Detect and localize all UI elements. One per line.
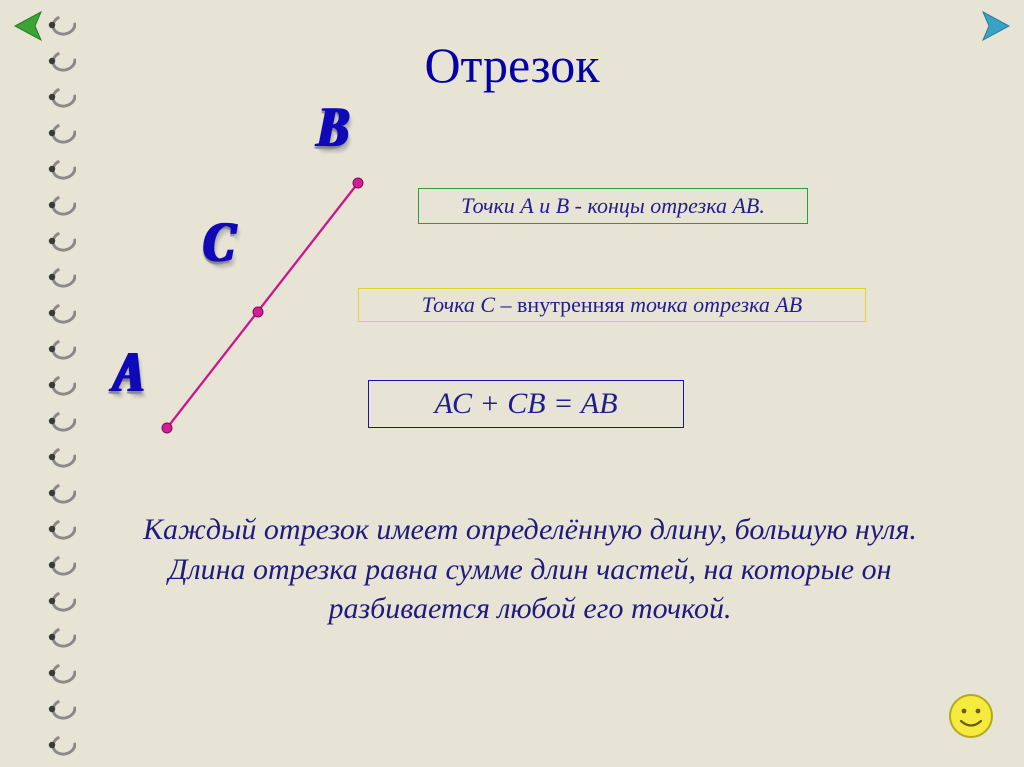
box2-post: точка отрезка АВ bbox=[625, 292, 803, 317]
spiral-ring bbox=[48, 158, 76, 180]
spiral-ring bbox=[48, 374, 76, 396]
segment-line bbox=[167, 183, 358, 428]
label-a: A bbox=[110, 338, 144, 404]
box2-mid: внутренняя bbox=[517, 292, 625, 317]
point-b bbox=[353, 178, 363, 188]
spiral-ring bbox=[48, 122, 76, 144]
slide-title: Отрезок bbox=[0, 36, 1024, 94]
box-endpoints: Точки А и В - концы отрезка АВ. bbox=[418, 188, 808, 224]
spiral-ring bbox=[48, 14, 76, 36]
point-a bbox=[162, 423, 172, 433]
spiral-ring bbox=[48, 194, 76, 216]
segment-diagram: B C A bbox=[140, 120, 400, 440]
spiral-ring bbox=[48, 554, 76, 576]
spiral-binding bbox=[48, 14, 76, 756]
spiral-ring bbox=[48, 446, 76, 468]
axiom-text: Каждый отрезок имеет определённую длину,… bbox=[140, 510, 920, 629]
point-c bbox=[253, 307, 263, 317]
spiral-ring bbox=[48, 590, 76, 612]
box2-pre: Точка С – bbox=[422, 292, 517, 317]
spiral-ring bbox=[48, 266, 76, 288]
spiral-ring bbox=[48, 410, 76, 432]
spiral-ring bbox=[48, 338, 76, 360]
spiral-ring bbox=[48, 734, 76, 756]
label-b: B bbox=[314, 93, 348, 159]
label-c: C bbox=[200, 208, 234, 274]
box-equation: АС + СВ = АВ bbox=[368, 380, 684, 428]
spiral-ring bbox=[48, 698, 76, 720]
spiral-ring bbox=[48, 302, 76, 324]
spiral-ring bbox=[48, 518, 76, 540]
smiley-icon bbox=[948, 693, 994, 739]
spiral-ring bbox=[48, 482, 76, 504]
spiral-ring bbox=[48, 662, 76, 684]
spiral-ring bbox=[48, 626, 76, 648]
box-interior-point: Точка С – внутренняя точка отрезка АВ bbox=[358, 288, 866, 322]
spiral-ring bbox=[48, 230, 76, 252]
